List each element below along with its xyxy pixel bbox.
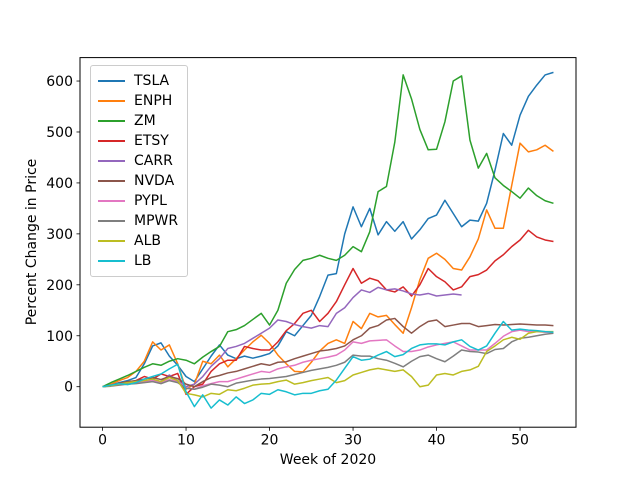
legend-item-pypl: PYPL <box>98 191 178 211</box>
legend-label: ZM <box>134 113 156 129</box>
series-line-zm <box>102 74 554 388</box>
legend-line-sample <box>98 120 125 122</box>
series-line-lb <box>102 320 554 409</box>
y-tick-label: 0 <box>64 380 73 396</box>
legend-line-sample <box>98 80 125 82</box>
legend-item-alb: ALB <box>98 231 178 251</box>
y-tick-label: 500 <box>46 125 73 141</box>
series-line-etsy <box>102 229 554 396</box>
legend-label: ENPH <box>134 93 173 109</box>
legend-line-sample <box>98 140 125 142</box>
x-tick-label: 0 <box>98 433 107 449</box>
legend-label: PYPL <box>134 193 167 209</box>
legend-label: NVDA <box>134 173 175 189</box>
y-tick-label: 200 <box>46 278 73 294</box>
legend-label: MPWR <box>134 213 179 229</box>
series-line-nvda <box>102 317 554 388</box>
legend-line-sample <box>98 260 125 262</box>
legend-label: ALB <box>134 233 161 249</box>
x-tick-label: 10 <box>177 433 195 449</box>
x-tick-label: 50 <box>511 433 529 449</box>
legend-line-sample <box>98 200 125 202</box>
y-axis-label: Percent Change in Price <box>24 159 40 326</box>
x-tick-label: 40 <box>428 433 446 449</box>
y-tick-label: 300 <box>46 227 73 243</box>
legend-line-sample <box>98 160 125 162</box>
series-line-mpwr <box>102 332 554 390</box>
legend-item-zm: ZM <box>98 111 178 131</box>
x-tick-label: 30 <box>344 433 362 449</box>
y-tick-label: 600 <box>46 74 73 90</box>
legend-line-sample <box>98 240 125 242</box>
legend-line-sample <box>98 220 125 222</box>
legend-label: LB <box>134 253 152 269</box>
legend-item-mpwr: MPWR <box>98 211 178 231</box>
legend-item-lb: LB <box>98 251 178 271</box>
axes-spines <box>79 57 577 428</box>
legend-item-carr: CARR <box>98 151 178 171</box>
x-tick-label: 20 <box>261 433 279 449</box>
series-line-alb <box>102 330 554 398</box>
legend-item-enph: ENPH <box>98 91 178 111</box>
legend-line-sample <box>98 100 125 102</box>
legend-label: CARR <box>134 153 173 169</box>
legend: TSLA ENPH ZM ETSY CARR NVDA PYPL MPWR ALB LB <box>90 65 189 277</box>
legend-label: TSLA <box>134 73 170 89</box>
y-tick-label: 400 <box>46 176 73 192</box>
legend-line-sample <box>98 180 125 182</box>
legend-item-nvda: NVDA <box>98 171 178 191</box>
legend-item-etsy: ETSY <box>98 131 178 151</box>
legend-label: ETSY <box>134 133 169 149</box>
x-axis-label: Week of 2020 <box>280 452 376 468</box>
legend-item-tsla: TSLA <box>98 71 178 91</box>
y-tick-label: 100 <box>46 329 73 345</box>
